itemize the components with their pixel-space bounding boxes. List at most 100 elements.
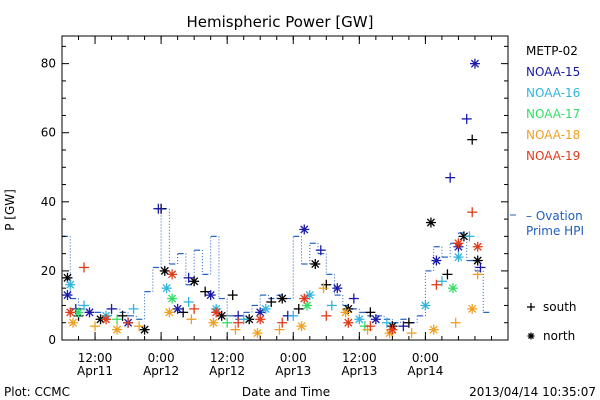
data-point (365, 321, 376, 332)
data-point (205, 290, 216, 301)
y-tick-label: 20 (41, 264, 56, 278)
star-stroke (341, 308, 350, 317)
footer-timestamp: 2013/04/14 10:35:07 (469, 385, 596, 399)
star-stroke (256, 315, 265, 324)
data-point (233, 317, 244, 328)
x-tick-label-time: 12:00 (342, 351, 377, 365)
data-point (365, 307, 376, 318)
legend-south-label: south (543, 300, 577, 314)
plot-axes: 02040608012:00Apr110:00Apr1212:00Apr120:… (41, 35, 509, 378)
legend-north-marker (527, 332, 535, 340)
star-stroke (160, 266, 169, 275)
legend-ovation-line1: – Ovation (526, 209, 583, 223)
data-point (315, 245, 326, 256)
star-stroke (528, 333, 534, 339)
star-stroke (85, 308, 94, 317)
x-tick-label-date: Apr12 (209, 364, 245, 378)
data-point (62, 290, 73, 301)
star-stroke (165, 308, 174, 317)
data-point (442, 269, 453, 280)
data-point (321, 310, 332, 321)
star-stroke (388, 325, 397, 334)
data-point (370, 314, 381, 325)
footer-credit: Plot: CCMC (4, 385, 70, 399)
star-stroke (162, 284, 171, 293)
data-point (348, 293, 359, 304)
star-stroke (173, 304, 182, 313)
data-point (134, 321, 145, 332)
legend-entry-noaa-19: NOAA-19 (526, 149, 580, 163)
y-tick-label: 80 (41, 57, 56, 71)
data-point (65, 307, 76, 318)
data-point (183, 297, 194, 307)
star-stroke (261, 304, 270, 313)
data-point (186, 314, 197, 325)
star-stroke (454, 239, 463, 248)
legend-south-marker (527, 303, 535, 311)
data-point (381, 317, 392, 328)
data-point (172, 303, 183, 314)
star-stroke (66, 280, 75, 289)
data-point (310, 259, 321, 269)
data-point (398, 321, 409, 332)
star-stroke (101, 315, 111, 324)
series-noaa-19 (65, 207, 483, 335)
data-point (189, 276, 200, 287)
data-point (216, 310, 227, 321)
data-point (164, 307, 175, 318)
data-point (304, 290, 315, 301)
star-stroke (355, 315, 364, 324)
series-noaa-18 (68, 269, 483, 339)
data-point (469, 58, 480, 69)
star-stroke (140, 325, 149, 334)
data-point (159, 265, 170, 276)
data-point (167, 293, 178, 304)
data-point (445, 172, 456, 183)
data-point (252, 328, 263, 339)
star-stroke (278, 294, 287, 303)
data-point (222, 317, 233, 328)
x-tick-label-date: Apr13 (341, 364, 377, 378)
data-point (472, 269, 483, 280)
data-point (79, 300, 90, 311)
star-stroke (429, 325, 438, 334)
data-point (123, 317, 134, 328)
data-point (461, 113, 472, 124)
data-point (183, 272, 194, 283)
legend-entry-noaa-18: NOAA-18 (526, 128, 580, 142)
star-stroke (473, 242, 482, 251)
star-stroke (68, 318, 78, 327)
data-point (447, 283, 458, 294)
data-point (238, 314, 249, 325)
data-point (472, 241, 483, 252)
star-stroke (459, 232, 469, 241)
series-metp-02 (62, 134, 483, 335)
legend-entry-noaa-17: NOAA-17 (526, 107, 580, 121)
y-tick-label: 60 (41, 126, 56, 140)
data-point (65, 279, 76, 290)
data-point (117, 310, 128, 321)
data-point (467, 134, 478, 145)
star-stroke (206, 291, 215, 300)
data-point (467, 303, 478, 314)
data-point (403, 317, 414, 328)
x-tick-label-time: 0:00 (412, 351, 439, 365)
data-point (211, 307, 222, 318)
y-tick-label: 0 (48, 333, 56, 347)
legend-entry-noaa-15: NOAA-15 (526, 65, 580, 79)
data-point (227, 290, 238, 301)
data-point (274, 324, 285, 335)
data-point (475, 262, 486, 273)
data-point (68, 317, 79, 328)
data-point (255, 314, 266, 325)
y-axis-label: P [GW] (3, 189, 17, 231)
y-tick-label: 40 (41, 195, 56, 209)
x-tick-label-time: 0:00 (148, 351, 175, 365)
star-stroke (253, 329, 262, 338)
legend-entry-noaa-16: NOAA-16 (526, 86, 580, 100)
data-point (425, 217, 436, 228)
legend: METP-02 NOAA-15 NOAA-16 NOAA-17 NOAA-18 NOAA-… (510, 44, 584, 343)
legend-entry-metp-02: METP-02 (526, 44, 578, 58)
data-point (436, 276, 447, 287)
